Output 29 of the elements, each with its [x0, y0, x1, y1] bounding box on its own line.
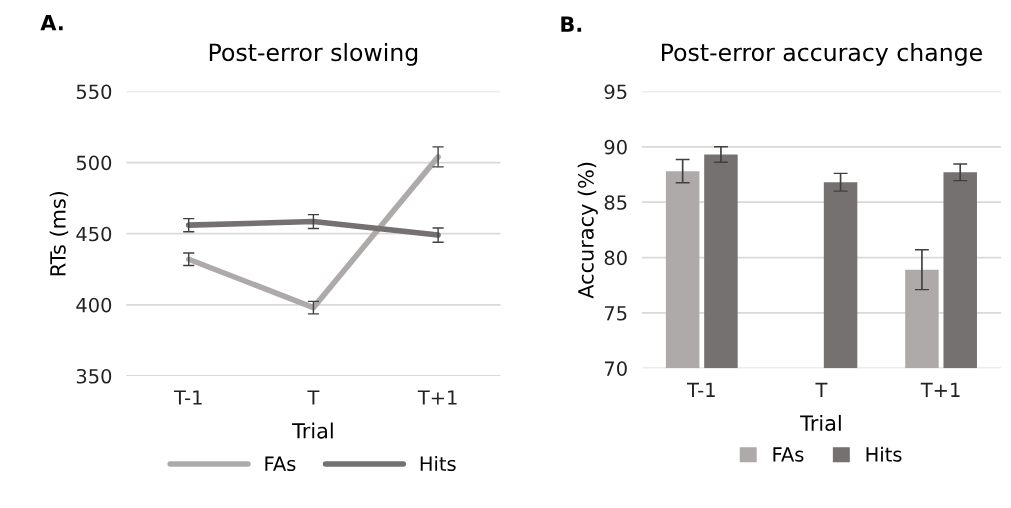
legend-label: FAs	[265, 456, 296, 472]
y-tick-label: 85	[604, 195, 627, 210]
y-tick-label: 95	[604, 84, 627, 100]
y-tick-label: 75	[604, 306, 627, 321]
text: A.	[40, 15, 63, 31]
chart-title: Post-error accuracy change	[662, 42, 982, 66]
x-tick-label: T	[307, 390, 320, 405]
x-axis-title: Trial	[292, 422, 333, 439]
x-tick-label: T+1	[417, 390, 457, 405]
y-axis-title: RTs (ms)	[49, 191, 69, 276]
y-tick-label: 80	[604, 250, 627, 266]
y-tick-label: 500	[76, 155, 112, 171]
y-tick-label: 70	[604, 361, 627, 376]
x-tick-label: T-1	[173, 390, 202, 405]
x-axis-title: Trial	[800, 414, 841, 432]
x-tick-label: T	[815, 382, 828, 397]
y-axis-title: Accuracy (%)	[577, 162, 598, 299]
y-tick-label: 450	[76, 226, 112, 242]
x-tick-label: T-1	[687, 382, 715, 397]
chart-title: Post-error slowing	[209, 42, 418, 66]
text: B.	[561, 16, 582, 32]
legend-label: Hits	[420, 456, 456, 472]
legend-label: Hits	[866, 446, 902, 462]
y-tick-label: 350	[76, 368, 112, 384]
y-tick-label: 400	[76, 297, 112, 313]
legend-label: FAs	[773, 447, 804, 462]
x-tick-label: T+1	[920, 382, 960, 397]
y-tick-label: 90	[604, 139, 627, 155]
y-tick-label: 550	[76, 84, 112, 100]
